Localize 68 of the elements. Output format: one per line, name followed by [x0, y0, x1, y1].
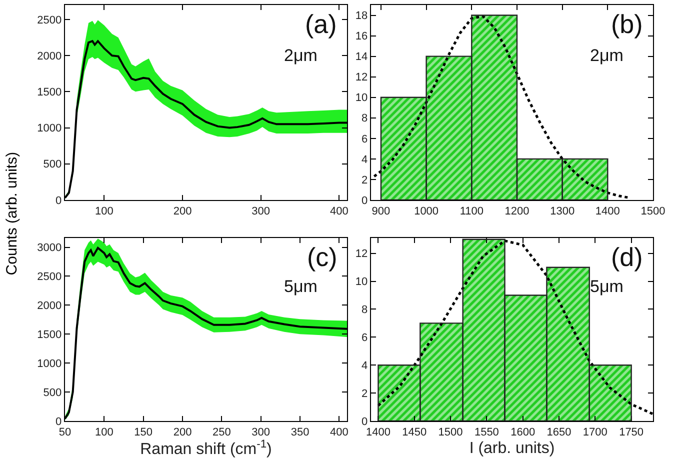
y-tick-label: 0 [361, 416, 368, 428]
y-tick-label: 0 [55, 194, 62, 207]
y-tick-label: 2500 [37, 271, 62, 284]
x-tick-label: 1550 [474, 426, 499, 438]
annotation: 5μm [284, 277, 318, 296]
annotation: 5μm [590, 277, 624, 296]
y-tick-label: 2 [361, 174, 368, 186]
y-axis-title: Counts (arb. units) [4, 150, 20, 278]
x-axis-title: I (arb. units) [469, 440, 555, 457]
x-tick-label: 200 [173, 205, 192, 218]
y-tick-label: 2000 [37, 300, 62, 312]
y-tick-label: 500 [43, 386, 62, 399]
y-tick-label: 2500 [37, 14, 62, 26]
x-tick-label: 1750 [619, 426, 644, 438]
y-tick-label: 500 [43, 158, 62, 171]
x-axis-title: Raman shift (cm$^{-1}$) [140, 438, 272, 458]
y-tick-label: 8 [361, 112, 368, 125]
x-tick-label: 1300 [550, 205, 575, 218]
y-tick-label: 3000 [37, 242, 62, 254]
x-tick-label: 300 [252, 426, 270, 438]
y-tick-label: 1000 [37, 122, 62, 135]
y-tick-label: 1500 [37, 86, 62, 99]
y-tick-label: 2000 [37, 50, 62, 62]
annotation: (b) [611, 9, 643, 39]
y-tick-label: 0 [361, 194, 368, 207]
y-tick-label: 1000 [37, 358, 62, 370]
y-tick-label: 0 [55, 416, 62, 428]
x-tick-label: 1500 [438, 426, 463, 438]
x-tick-label: 1400 [366, 426, 390, 438]
x-tick-label: 100 [94, 426, 114, 438]
x-tick-label: 350 [290, 426, 310, 438]
y-tick-label: 6 [361, 133, 368, 146]
annotation: (c) [307, 242, 338, 272]
y-tick-label: 4 [361, 360, 368, 372]
y-tick-label: 18 [355, 10, 368, 22]
x-tick-label: 1500 [640, 205, 666, 218]
y-tick-label: 2 [361, 388, 368, 400]
annotation: 2μm [284, 46, 318, 65]
x-tick-label: 250 [212, 426, 231, 438]
x-tick-label: 1600 [510, 426, 536, 438]
y-tick-label: 12 [355, 248, 368, 260]
y-tick-label: 16 [355, 30, 368, 43]
annotation: (a) [305, 9, 337, 39]
x-tick-label: 1400 [595, 205, 620, 218]
y-tick-label: 6 [361, 332, 368, 344]
x-tick-label: 1700 [582, 426, 608, 438]
y-tick-label: 1500 [37, 328, 62, 341]
x-tick-label: 1100 [460, 205, 484, 218]
x-tick-label: 1450 [402, 426, 427, 438]
x-tick-label: 300 [252, 205, 270, 218]
x-tick-label: 900 [372, 205, 390, 218]
x-tick-label: 1200 [504, 205, 530, 218]
annotation: (d) [611, 242, 643, 272]
y-tick-label: 10 [355, 92, 368, 104]
annotation: 2μm [590, 46, 624, 65]
x-tick-label: 50 [58, 426, 72, 438]
x-tick-label: 400 [330, 205, 348, 218]
x-tick-label: 100 [94, 205, 114, 218]
y-tick-label: 10 [355, 276, 368, 288]
y-tick-label: 8 [361, 304, 368, 316]
y-tick-label: 12 [355, 72, 368, 84]
x-tick-label: 1650 [546, 426, 572, 438]
x-tick-label: 150 [134, 426, 153, 438]
x-tick-label: 200 [173, 426, 192, 438]
y-tick-label: 14 [355, 51, 368, 64]
x-tick-label: 1000 [414, 205, 439, 218]
y-tick-label: 4 [361, 154, 368, 166]
x-tick-label: 400 [330, 426, 348, 438]
